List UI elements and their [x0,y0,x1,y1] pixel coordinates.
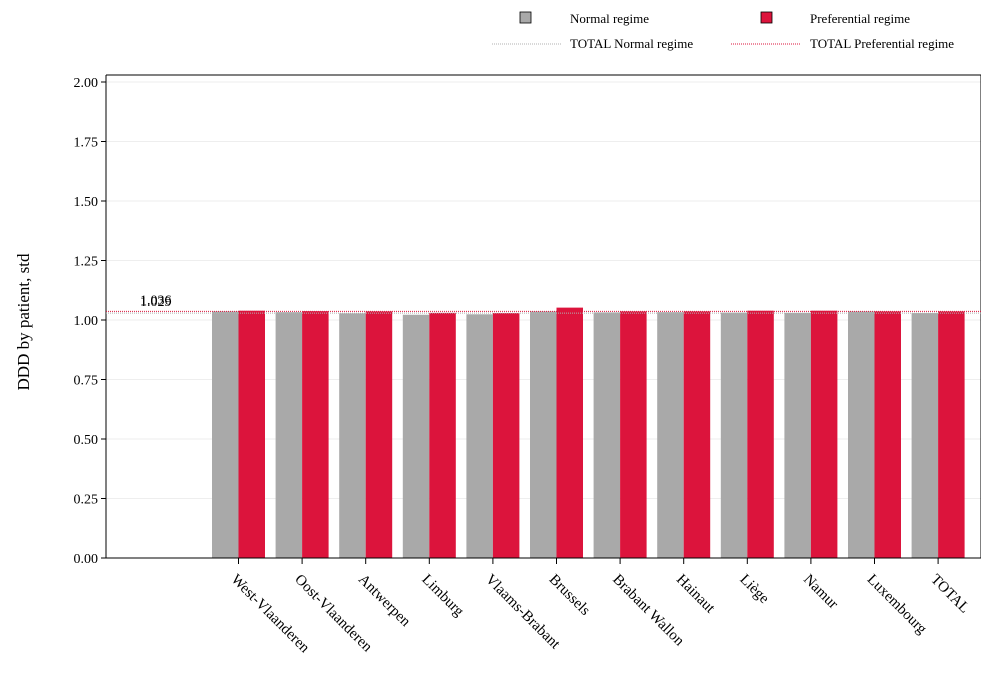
x-tick-label: TOTAL [927,572,972,617]
x-tick-label: Brussels [546,572,593,619]
x-tick-label: Liège [736,572,772,608]
bar-normal [593,312,621,558]
y-tick-label: 1.25 [74,255,99,270]
y-tick-label: 0.75 [74,374,99,389]
bar-normal [530,311,557,558]
x-tick-label: Luxembourg [864,572,930,638]
legend-swatch-preferential [760,11,773,24]
bar-preferential [492,313,520,558]
bar-normal [466,314,493,558]
x-tick-label: Namur [800,572,841,613]
y-tick-label: 1.75 [74,136,99,151]
bars [212,307,965,558]
bar-normal [911,313,939,558]
y-tick-label: 0.00 [74,552,99,567]
bar-preferential [556,307,583,558]
bar-preferential [429,312,456,558]
bar-normal [848,311,875,558]
bar-normal [720,312,748,558]
legend-label-normal: Normal regime [570,11,649,26]
x-tick-label: Limburg [418,572,467,621]
y-tick-label: 0.50 [74,433,99,448]
legend-swatch-normal [519,11,532,24]
y-tick-label: 2.00 [74,76,99,91]
legend-label-total-preferential: TOTAL Preferential regime [810,36,954,51]
bar-normal [784,312,811,558]
bar-preferential [620,311,647,558]
bar-preferential [365,311,393,558]
x-tick-label: Hainaut [673,572,718,617]
bar-preferential [874,311,901,558]
bar-normal [275,312,303,558]
bar-preferential [938,311,965,558]
legend-label-total-normal: TOTAL Normal regime [570,36,693,51]
bar-preferential [683,311,711,558]
y-tick-label: 1.50 [74,195,99,210]
y-tick-label: 0.25 [74,493,99,508]
legend-label-preferential: Preferential regime [810,11,910,26]
bar-preferential [238,310,265,558]
x-tick-label: Antwerpen [355,572,414,631]
y-tick-label: 1.00 [74,314,99,329]
bar-normal [657,312,684,558]
bar-normal [402,314,430,558]
bar-normal [212,311,239,558]
bar-preferential [747,310,774,558]
reference-label-total-preferential: 1.036 [140,293,172,308]
bar-preferential [810,310,838,558]
legend: Normal regime Preferential regime TOTAL … [492,11,954,51]
bar-preferential [302,311,329,558]
y-axis-title: DDD by patient, std [14,253,33,390]
bar-normal [339,313,366,558]
reference-label-total-normal: 1.029 [140,295,172,310]
y-axis: 0.00 0.25 0.50 0.75 1.00 1.25 1.50 1.75 2.00 [74,74,981,567]
